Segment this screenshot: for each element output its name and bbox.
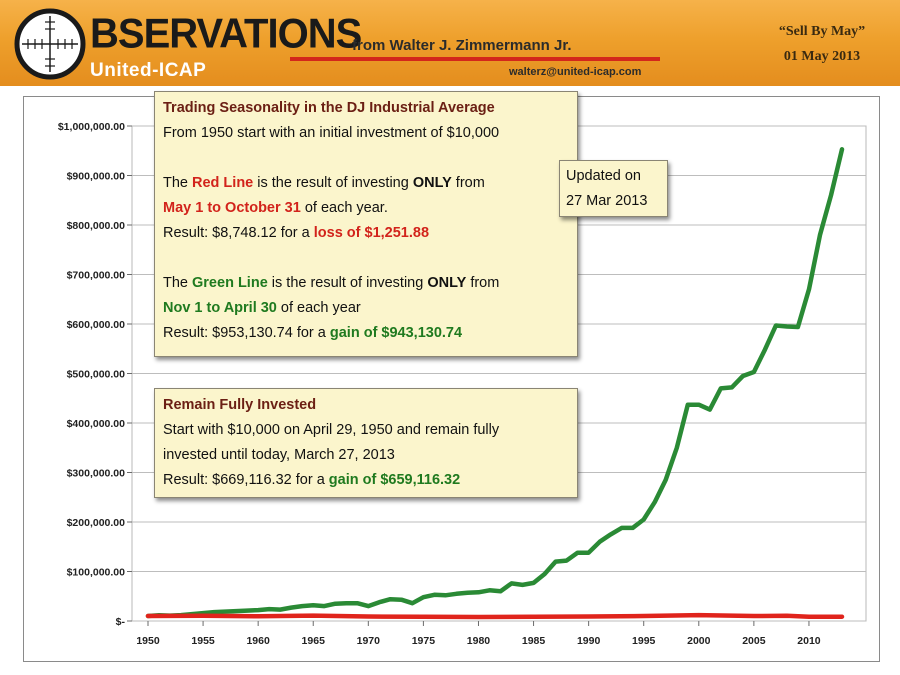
y-tick-label: $500,000.00 — [67, 369, 126, 381]
seasonality-title: Trading Seasonality in the DJ Industrial… — [163, 100, 495, 116]
seasonality-note: Trading Seasonality in the DJ Industrial… — [154, 91, 578, 357]
author-line: from Walter J. Zimmermann Jr. — [352, 37, 572, 54]
updated-note: Updated on 27 Mar 2013 — [559, 160, 668, 217]
green-line-series — [145, 147, 845, 619]
x-tick-label: 2005 — [742, 635, 766, 647]
report-title: “Sell By May” — [778, 24, 866, 39]
y-tick-label: $200,000.00 — [67, 517, 126, 529]
green-line-result: Result: $953,130.74 for a gain of $943,1… — [163, 325, 463, 341]
green-line-description: The Green Line is the result of investin… — [163, 275, 500, 291]
x-tick-label: 1975 — [412, 635, 436, 647]
y-axis-ticks: $- $100,000.00 $200,000.00 $300,000.00 $400,… — [58, 121, 132, 628]
x-axis-ticks: 1950 1955 1960 1965 1970 1975 1980 1985 1990 1995… — [136, 621, 821, 647]
author-email[interactable]: walterz@united-icap.com — [509, 66, 642, 78]
fully-invested-line-2: invested until today, March 27, 2013 — [163, 447, 395, 463]
red-line-result: Result: $8,748.12 for a loss of $1,251.8… — [163, 225, 430, 241]
green-line-period: Nov 1 to April 30 of each year — [163, 300, 361, 316]
fully-invested-title: Remain Fully Invested — [163, 397, 317, 413]
x-tick-label: 2000 — [687, 635, 711, 647]
brand-title: BSERVATIONS — [90, 10, 362, 58]
x-tick-label: 1985 — [522, 635, 546, 647]
chart-series — [145, 147, 845, 620]
brand-subtitle: United-ICAP — [90, 60, 207, 81]
y-tick-label: $600,000.00 — [67, 319, 126, 331]
fully-invested-line-1: Start with $10,000 on April 29, 1950 and… — [163, 422, 500, 438]
x-tick-label: 1970 — [357, 635, 381, 647]
x-tick-label: 1960 — [246, 635, 270, 647]
fully-invested-note: Remain Fully Invested Start with $10,000… — [154, 388, 578, 498]
seasonality-intro: From 1950 start with an initial investme… — [163, 125, 500, 141]
x-tick-label: 1995 — [632, 635, 656, 647]
y-tick-label: $1,000,000.00 — [58, 121, 125, 133]
y-tick-label: $800,000.00 — [67, 220, 126, 232]
fully-invested-result: Result: $669,116.32 for a gain of $659,1… — [163, 472, 461, 488]
y-tick-label: $900,000.00 — [67, 171, 126, 183]
report-date: 01 May 2013 — [783, 49, 861, 64]
x-tick-label: 1965 — [302, 635, 326, 647]
updated-date: 27 Mar 2013 — [566, 193, 648, 209]
y-tick-label: $100,000.00 — [67, 567, 126, 579]
y-tick-label: $- — [116, 616, 126, 628]
updated-label: Updated on — [566, 168, 641, 184]
y-tick-label: $400,000.00 — [67, 418, 126, 430]
x-tick-label: 2010 — [797, 635, 821, 647]
x-tick-label: 1990 — [577, 635, 601, 647]
red-line-description: The Red Line is the result of investing … — [163, 175, 485, 191]
crosshair-icon — [14, 8, 86, 80]
y-tick-label: $300,000.00 — [67, 468, 126, 480]
header-banner: BSERVATIONS United-ICAP from Walter J. Z… — [0, 0, 900, 86]
y-tick-label: $700,000.00 — [67, 270, 126, 282]
header-divider — [290, 57, 660, 61]
x-tick-label: 1955 — [191, 635, 215, 647]
red-line-series — [145, 612, 845, 620]
x-tick-label: 1950 — [136, 635, 160, 647]
x-tick-label: 1980 — [467, 635, 491, 647]
red-line-period: May 1 to October 31 of each year. — [163, 200, 388, 216]
